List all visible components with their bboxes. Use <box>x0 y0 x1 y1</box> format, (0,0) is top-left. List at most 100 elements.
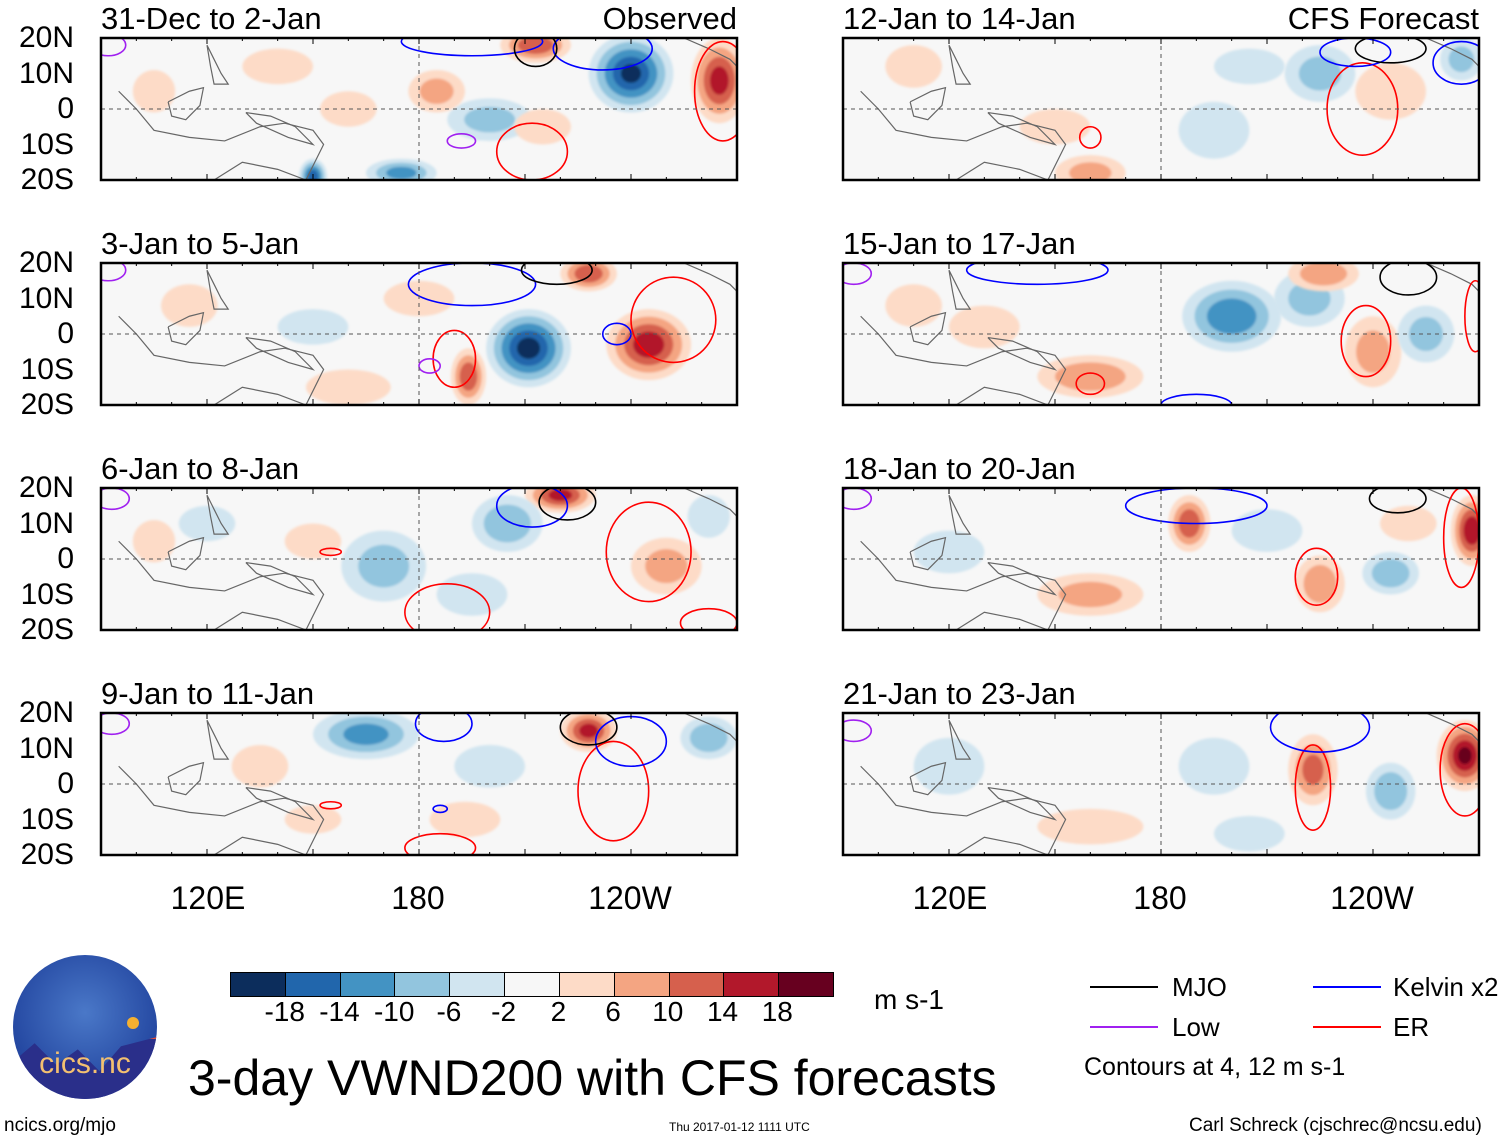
anomaly-blob <box>1397 305 1455 363</box>
contour-kelvin <box>400 38 544 57</box>
anomaly-level <box>454 744 525 788</box>
anomaly-blob <box>313 713 419 760</box>
contour-mjo <box>1354 38 1427 64</box>
colorbar-tick-label: -2 <box>491 996 517 1027</box>
anomaly-level <box>1302 754 1324 786</box>
anomaly-blob <box>231 744 289 788</box>
anomaly-blob <box>1288 263 1359 292</box>
panel-title: 3-Jan to 5-Jan <box>101 226 300 261</box>
anomaly-blob <box>298 158 328 180</box>
lat-tick-label: 20N <box>18 246 74 279</box>
contour-kelvin <box>495 488 569 528</box>
anomaly-blob <box>1178 101 1250 159</box>
anomaly-blob <box>320 91 377 127</box>
anomaly-blob <box>500 38 571 63</box>
anomaly-level <box>514 109 571 145</box>
contour-mjo <box>538 488 597 521</box>
contour-er <box>404 832 477 855</box>
anomaly-blob <box>132 519 176 563</box>
anomaly-blob <box>178 505 236 542</box>
colorbar-swatch <box>778 973 833 996</box>
contour-er <box>1294 744 1332 831</box>
legend-label: Kelvin x2 <box>1393 972 1499 1002</box>
anomaly-blob <box>1214 815 1285 852</box>
lat-tick-label: 0 <box>57 317 74 350</box>
contour-kelvin <box>432 804 449 814</box>
lat-tick-label: 10N <box>18 56 74 90</box>
anomaly-blob <box>1295 555 1345 613</box>
lat-tick-label: 20N <box>18 696 74 729</box>
map-panel <box>101 488 737 630</box>
anomaly-level <box>1069 162 1112 180</box>
anomaly-level <box>1374 772 1408 811</box>
map-panel <box>101 263 737 405</box>
anomaly-blob <box>486 309 571 388</box>
anomaly-blob <box>1055 155 1126 180</box>
lon-tick-label: 120E <box>170 880 246 916</box>
colorbar-tick-label: 10 <box>652 996 684 1027</box>
contour-kelvin <box>1269 713 1371 753</box>
anomaly-blob <box>913 530 985 574</box>
contour-kelvin <box>414 713 473 743</box>
anomaly-blob <box>161 284 218 327</box>
footer-author: Carl Schreck (cjschrec@ncsu.edu) <box>1189 1115 1482 1136</box>
anomaly-level <box>386 166 417 179</box>
anomaly-level <box>231 744 289 788</box>
anomaly-blob <box>1231 509 1303 552</box>
contour-kelvin <box>552 38 653 71</box>
anomaly-level <box>242 48 313 85</box>
colorbar-swatch <box>394 973 450 996</box>
anomaly-level <box>949 305 1020 349</box>
anomaly-blob <box>1355 62 1426 120</box>
colorbar-tick-label: -6 <box>436 996 462 1027</box>
anomaly-level <box>579 723 599 738</box>
anomaly-blob <box>885 284 942 327</box>
anomaly-blob <box>687 495 730 538</box>
anomaly-blob <box>450 348 487 405</box>
anomaly-blob <box>472 495 543 552</box>
anomaly-blob <box>1019 109 1091 145</box>
anomaly-blob <box>341 530 427 602</box>
contour-kelvin <box>965 263 1109 286</box>
anomaly-level <box>1448 46 1475 73</box>
anomaly-level <box>1206 298 1257 334</box>
anomaly-level <box>645 549 688 584</box>
panel-title: 9-Jan to 11-Jan <box>101 676 315 711</box>
anomaly-level <box>178 505 236 542</box>
legend-line-mjo <box>1090 986 1158 988</box>
footer-url[interactable]: ncics.org/mjo <box>4 1115 116 1136</box>
contour-kelvin <box>1319 38 1392 68</box>
coastlines <box>860 488 1479 630</box>
contour-low <box>101 488 131 511</box>
anomaly-blob <box>913 737 985 795</box>
anomaly-blob <box>1214 48 1285 85</box>
anomaly-blob <box>680 716 737 760</box>
contour-note: Contours at 4, 12 m s-1 <box>1084 1053 1346 1081</box>
contour-er <box>1439 722 1479 817</box>
lat-tick-label: 10S <box>20 352 74 386</box>
anomaly-blob <box>1037 355 1144 398</box>
lat-tick-label: 10S <box>20 577 74 611</box>
contour-er <box>630 276 717 364</box>
map-panel <box>843 38 1479 180</box>
anomaly-level <box>284 523 342 559</box>
anomaly-blob <box>1178 737 1250 795</box>
panel-label-forecast: CFS Forecast <box>1287 1 1479 36</box>
contour-er <box>577 740 650 842</box>
anomaly-level <box>358 544 410 588</box>
anomaly-level <box>687 495 730 538</box>
anomaly-blob <box>1362 551 1419 595</box>
anomaly-level <box>132 519 176 563</box>
anomaly-level <box>277 309 349 345</box>
legend-line-er <box>1313 1026 1381 1028</box>
colorbar-tick-label: 6 <box>605 996 621 1027</box>
contour-er <box>1340 304 1392 378</box>
anomaly-level <box>548 489 573 502</box>
anomaly-level <box>132 69 176 113</box>
map-panel <box>843 713 1479 855</box>
contour-er <box>679 607 737 630</box>
contour-mjo <box>520 263 593 286</box>
contour-mjo <box>513 38 558 68</box>
panel-title: 21-Jan to 23-Jan <box>843 676 1076 711</box>
contour-er <box>1075 372 1106 396</box>
